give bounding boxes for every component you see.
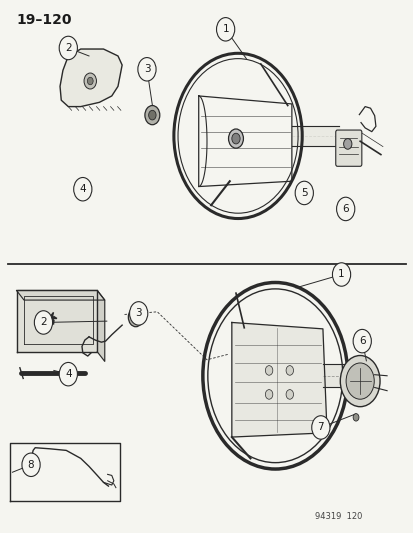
- FancyBboxPatch shape: [335, 130, 361, 166]
- Circle shape: [216, 18, 234, 41]
- Circle shape: [22, 453, 40, 477]
- Text: 1: 1: [337, 270, 344, 279]
- Polygon shape: [17, 290, 97, 352]
- Circle shape: [285, 366, 293, 375]
- Circle shape: [228, 129, 243, 148]
- Circle shape: [231, 133, 240, 144]
- Circle shape: [59, 362, 77, 386]
- Circle shape: [332, 263, 350, 286]
- Circle shape: [132, 312, 139, 322]
- Polygon shape: [48, 314, 52, 318]
- Text: 7: 7: [317, 423, 323, 432]
- Polygon shape: [52, 317, 57, 318]
- Polygon shape: [51, 312, 53, 318]
- Circle shape: [336, 197, 354, 221]
- Polygon shape: [322, 364, 353, 387]
- Text: 6: 6: [342, 204, 348, 214]
- Text: 3: 3: [143, 64, 150, 74]
- Text: 3: 3: [135, 309, 142, 318]
- Text: 19–120: 19–120: [17, 13, 72, 27]
- Polygon shape: [52, 318, 54, 325]
- Circle shape: [87, 77, 93, 85]
- Circle shape: [265, 366, 272, 375]
- Text: 4: 4: [79, 184, 86, 194]
- Polygon shape: [48, 318, 52, 322]
- Circle shape: [138, 58, 156, 81]
- Text: 5: 5: [300, 188, 307, 198]
- Circle shape: [84, 73, 96, 89]
- Circle shape: [352, 329, 370, 353]
- Text: 6: 6: [358, 336, 365, 346]
- Circle shape: [265, 390, 272, 399]
- Circle shape: [294, 181, 313, 205]
- Circle shape: [34, 311, 52, 334]
- Polygon shape: [291, 126, 339, 146]
- Circle shape: [345, 363, 373, 399]
- Text: 2: 2: [65, 43, 71, 53]
- Polygon shape: [231, 322, 326, 437]
- Circle shape: [352, 414, 358, 421]
- Circle shape: [74, 177, 92, 201]
- Circle shape: [285, 390, 293, 399]
- Circle shape: [343, 139, 351, 149]
- Circle shape: [148, 110, 156, 120]
- Circle shape: [129, 302, 147, 325]
- Polygon shape: [17, 290, 104, 300]
- Text: 2: 2: [40, 318, 47, 327]
- Circle shape: [145, 106, 159, 125]
- Polygon shape: [60, 49, 122, 107]
- Text: 1: 1: [222, 25, 228, 34]
- Text: 8: 8: [28, 460, 34, 470]
- Circle shape: [59, 36, 77, 60]
- Circle shape: [128, 308, 143, 327]
- Text: 4: 4: [65, 369, 71, 379]
- Polygon shape: [97, 290, 104, 361]
- Circle shape: [311, 416, 329, 439]
- Text: 94319  120: 94319 120: [314, 512, 361, 521]
- Circle shape: [339, 356, 379, 407]
